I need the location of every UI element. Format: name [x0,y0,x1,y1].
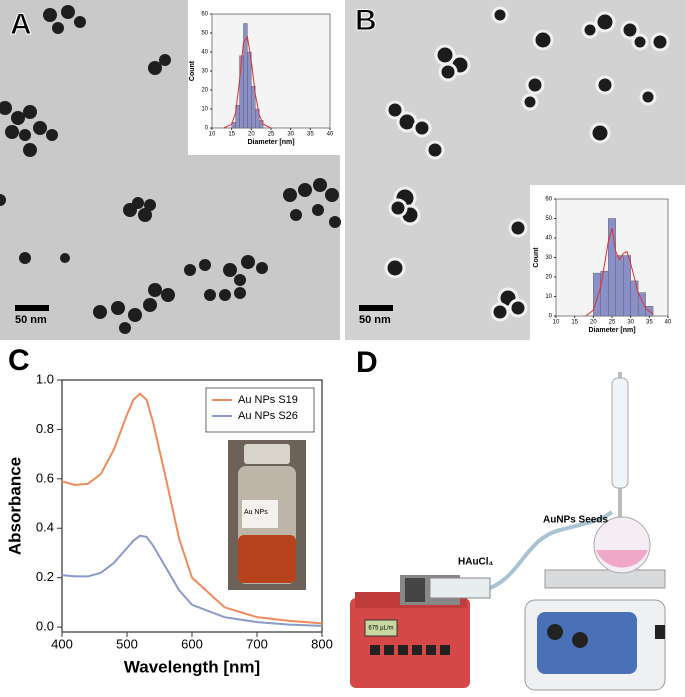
x-tick-label: 15 [571,320,578,326]
y-tick-label: 20 [545,275,552,281]
y-tick-label: 40 [201,50,208,56]
x-tick-label: 700 [246,636,268,651]
x-tick-label: 40 [665,320,672,326]
legend-label: Au NPs S19 [238,394,298,406]
y-tick-label: 10 [545,294,552,300]
y-tick-label: 20 [201,88,208,94]
x-tick-label: 35 [646,320,653,326]
photo-label: Au NPs [244,509,268,516]
panel-label: D [356,346,378,379]
y-axis-label: Count [189,60,196,81]
x-tick-label: 400 [51,636,73,651]
x-tick-label: 30 [627,320,634,326]
histogram-bar [247,51,252,129]
x-tick-label: 40 [327,132,334,138]
x-tick-label: 25 [268,132,275,138]
series-line [61,392,323,625]
y-tick-label: 0.8 [36,421,54,436]
histogram-bar [255,108,260,129]
x-tick-label: 30 [287,132,294,138]
y-tick-label: 1.0 [36,371,54,386]
y-tick-label: 0.4 [36,520,54,535]
histogram-bar [615,255,624,317]
x-axis-label: Diameter [nm] [247,139,294,146]
x-tick-label: 15 [228,132,235,138]
histogram-bar [637,292,646,317]
panel-label: A [10,8,32,41]
seeds-label: AuNPs Seeds [543,515,608,526]
x-tick-label: 10 [553,320,560,326]
legend-box [205,387,315,433]
histogram-bar [623,255,631,317]
scale-bar-label: 50 nm [15,314,47,326]
fit-curve [585,228,654,317]
y-tick-label: 0.0 [36,618,54,633]
x-axis-label: Wavelength [nm] [124,657,260,676]
y-tick-label: 40 [545,236,552,242]
y-tick-label: 0 [205,126,209,132]
x-tick-label: 600 [181,636,203,651]
histogram-bar [593,272,601,317]
fit-curve [223,35,272,129]
y-tick-label: 0.6 [36,470,54,485]
y-axis-label: Absorbance [5,457,24,555]
panel-label: B [355,4,377,37]
scale-bar-label: 50 nm [359,314,391,326]
x-tick-label: 20 [590,320,597,326]
panel-label: C [8,344,30,377]
reagent-label: HAuCl₄ [458,557,494,568]
x-axis-label: Diameter [nm] [588,327,635,334]
x-tick-label: 35 [307,132,314,138]
x-tick-label: 25 [609,320,616,326]
histogram-bar [251,85,256,129]
plot-frame [211,13,331,129]
y-tick-label: 50 [545,216,552,222]
legend-label: Au NPs S26 [238,410,298,422]
setup-diagram: 675 µL/m [350,372,666,691]
pump-display: 675 µL/m [368,626,393,632]
x-tick-label: 800 [311,636,333,651]
y-tick-label: 10 [201,107,208,113]
series-line [61,534,323,627]
y-tick-label: 0.2 [36,569,54,584]
x-tick-label: 20 [248,132,255,138]
x-tick-label: 10 [209,132,216,138]
y-tick-label: 30 [201,69,208,75]
y-tick-label: 30 [545,255,552,261]
histogram-bar [630,280,639,317]
bottle-photo: Au NPs [228,440,306,590]
y-tick-label: 60 [545,197,552,203]
histogram-bar [608,218,616,317]
y-axis-label: Count [533,247,540,268]
absorbance-chart: 400 500 600 700 800 0.0 0.2 0.4 0.6 0.8 1.0 Wavelen… [5,371,332,676]
y-tick-label: 50 [201,31,208,37]
y-tick-label: 0 [549,314,553,320]
histogram-bar [239,55,244,129]
x-tick-label: 500 [116,636,138,651]
y-tick-label: 60 [201,12,208,18]
